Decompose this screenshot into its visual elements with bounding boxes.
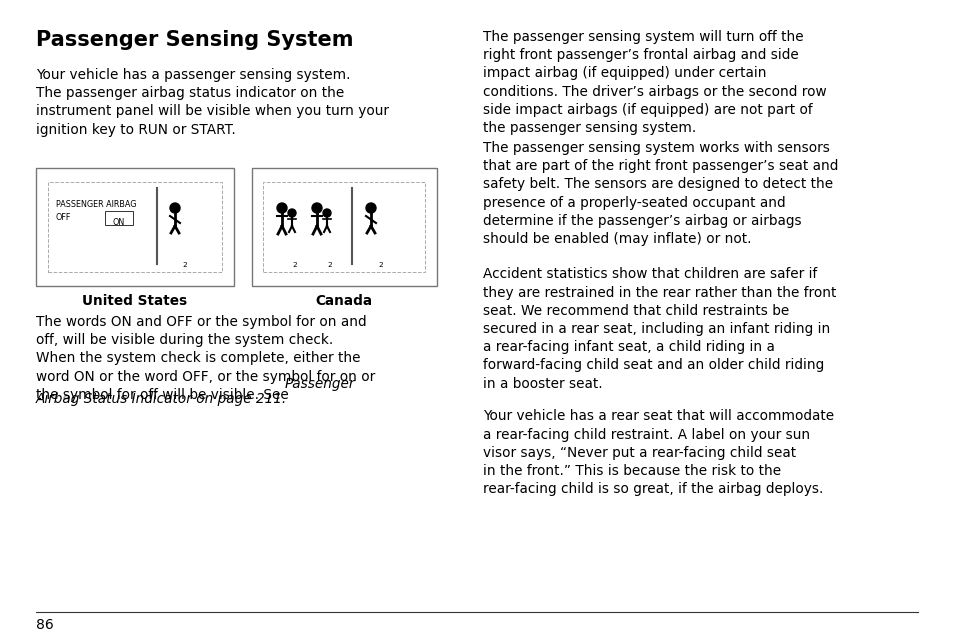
Text: Airbag Status Indicator on page 211.: Airbag Status Indicator on page 211. [36,392,287,406]
Text: Your vehicle has a passenger sensing system.
The passenger airbag status indicat: Your vehicle has a passenger sensing sys… [36,68,389,137]
Text: The passenger sensing system works with sensors
that are part of the right front: The passenger sensing system works with … [482,141,838,246]
Text: 2: 2 [327,262,332,268]
Text: United States: United States [82,294,188,308]
Circle shape [323,209,331,217]
Circle shape [276,203,287,213]
Bar [48,182,222,272]
Text: The words ON and OFF or the symbol for on and
off, will be visible during the sy: The words ON and OFF or the symbol for o… [36,315,375,402]
Bar [105,211,132,225]
Bar [252,168,436,286]
Text: Passenger Sensing System: Passenger Sensing System [36,30,354,50]
Text: ON: ON [112,218,125,227]
Text: 86: 86 [36,618,53,632]
Circle shape [366,203,375,213]
Bar [263,182,424,272]
Text: Accident statistics show that children are safer if
they are restrained in the r: Accident statistics show that children a… [482,268,836,391]
Bar [36,168,233,286]
Text: 2: 2 [377,262,382,268]
Text: Canada: Canada [315,294,373,308]
Text: Passenger: Passenger [285,377,355,391]
Circle shape [312,203,322,213]
Text: Your vehicle has a rear seat that will accommodate
a rear-facing child restraint: Your vehicle has a rear seat that will a… [482,410,833,496]
Text: 2: 2 [292,262,296,268]
Circle shape [288,209,295,217]
Text: 2: 2 [182,262,187,268]
Text: PASSENGER AIRBAG: PASSENGER AIRBAG [56,200,136,209]
Circle shape [170,203,180,213]
Text: OFF: OFF [56,213,71,222]
Text: The passenger sensing system will turn off the
right front passenger’s frontal a: The passenger sensing system will turn o… [482,30,825,135]
